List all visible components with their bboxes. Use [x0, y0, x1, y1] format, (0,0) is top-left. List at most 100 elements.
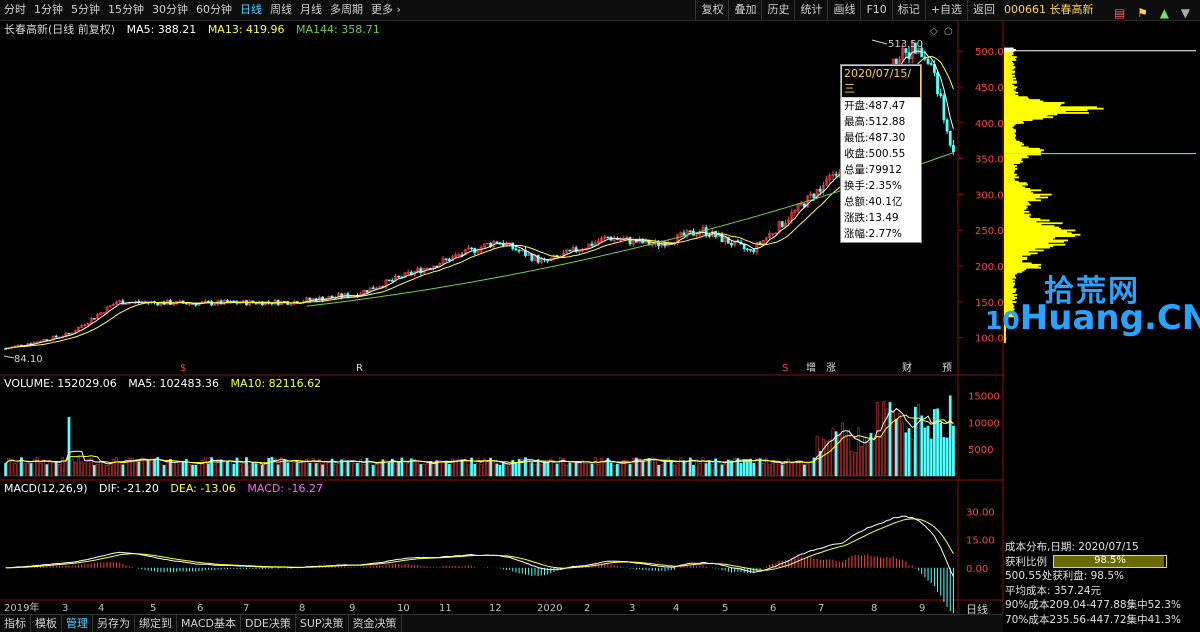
volume-bar	[425, 463, 429, 477]
tool-button-6[interactable]: 标记	[891, 0, 925, 20]
indicator-tab-2[interactable]: 管理	[62, 615, 93, 632]
volume-bar	[188, 464, 191, 477]
indicator-tab-3[interactable]: 另存为	[93, 615, 135, 632]
indicator-tab-0[interactable]: 指标	[0, 615, 31, 632]
period-tab-3[interactable]: 15分钟	[108, 3, 144, 16]
candle-body	[942, 95, 946, 121]
volume-bar	[682, 460, 686, 477]
period-tab-5[interactable]: 60分钟	[196, 3, 232, 16]
period-label[interactable]: 日线	[966, 603, 988, 616]
volume-bar	[378, 461, 382, 477]
volume-bar	[650, 457, 654, 477]
indicator-toolbar: 指标 模板 管理 另存为 绑定到 MACD基本 DDE决策 SUP决策 资金决策	[0, 614, 1003, 632]
volume-bar	[42, 459, 45, 477]
chip-bar	[1004, 262, 1032, 265]
chip-bar	[1004, 239, 1068, 242]
volume-bar	[587, 463, 591, 477]
indicator-tab-4[interactable]: 绑定到	[135, 615, 177, 632]
candle-body	[777, 221, 781, 234]
candle-body	[590, 243, 594, 246]
volume-bar	[860, 445, 863, 477]
chip-bar	[1004, 187, 1031, 190]
volume-bar	[717, 461, 721, 477]
chip-bar	[1004, 182, 1027, 185]
indicator-tab-5[interactable]: MACD基本	[177, 615, 241, 632]
chip-bar	[1004, 74, 1016, 77]
chip-bar	[1004, 248, 1036, 250]
period-tab-6[interactable]: 日线	[240, 3, 262, 16]
chip-bar	[1004, 117, 1043, 120]
volume-bar	[260, 465, 264, 477]
chip-bar	[1004, 136, 1015, 139]
period-tab-1[interactable]: 1分钟	[34, 3, 63, 16]
chip-bar	[1004, 140, 1020, 143]
report-icon[interactable]: ▤	[1113, 6, 1126, 20]
volume-bar	[175, 461, 179, 477]
volume-bar	[818, 450, 822, 477]
chip-bar	[1004, 89, 1015, 91]
indicator-tab-6[interactable]: DDE决策	[241, 615, 296, 632]
chip-bar	[1004, 302, 1013, 305]
volume-bar	[812, 457, 816, 477]
volume-bar	[235, 457, 239, 477]
chip-bar	[1004, 80, 1017, 83]
volume-bar	[765, 458, 768, 477]
flag-icon[interactable]: ⚑	[1137, 6, 1148, 20]
volume-bar	[758, 458, 762, 477]
volume-bar	[901, 422, 905, 477]
volume-bar	[787, 458, 790, 477]
chip-bar	[1004, 312, 1015, 315]
time-axis-label-15: 5	[722, 603, 728, 614]
volume-bar	[96, 463, 99, 477]
time-axis-label-3: 5	[150, 603, 156, 614]
chip-bar	[1004, 242, 1049, 245]
chip-bar	[1004, 119, 1033, 122]
tool-button-0[interactable]: 复权	[695, 0, 728, 20]
tool-button-7[interactable]: +自选	[924, 0, 967, 20]
chip-bar	[1004, 109, 1088, 111]
period-tab-4[interactable]: 30分钟	[152, 3, 188, 16]
period-tab-2[interactable]: 5分钟	[71, 3, 100, 16]
volume-bar	[520, 459, 524, 477]
volume-bar	[796, 460, 800, 477]
volume-bar	[482, 458, 486, 477]
tool-button-2[interactable]: 历史	[761, 0, 794, 20]
period-tab-9[interactable]: 多周期	[330, 3, 363, 16]
chip-bar	[1004, 192, 1034, 195]
arrow-up-icon[interactable]: ▲	[1159, 6, 1169, 20]
tool-button-5[interactable]: F10	[860, 0, 891, 20]
indicator-tab-8[interactable]: 资金决策	[349, 615, 402, 632]
chip-bar	[1004, 156, 1029, 159]
volume-bar	[920, 415, 924, 477]
period-tab-7[interactable]: 周线	[270, 3, 292, 16]
volume-bar	[333, 464, 337, 477]
volume-bar	[7, 457, 11, 477]
period-tab-8[interactable]: 月线	[300, 3, 322, 16]
tool-button-4[interactable]: 画线	[827, 0, 860, 20]
candle-body	[926, 58, 930, 64]
volume-bar	[400, 457, 404, 477]
period-tab-10[interactable]: 更多 ›	[371, 3, 401, 16]
chip-bar	[1004, 122, 1024, 124]
volume-bar	[118, 462, 122, 477]
volume-bar	[264, 462, 267, 477]
candle-body	[600, 237, 603, 242]
triangle-down-icon[interactable]: ▼	[1180, 6, 1190, 20]
indicator-tab-1[interactable]: 模板	[31, 615, 62, 632]
tool-button-1[interactable]: 叠加	[728, 0, 761, 20]
volume-bar	[289, 460, 293, 477]
candle-body	[330, 296, 334, 298]
candle-body	[904, 48, 908, 53]
candle-body	[764, 237, 768, 241]
volume-bar	[777, 463, 781, 477]
period-tab-0[interactable]: 分时	[4, 3, 26, 16]
volume-bar	[451, 458, 454, 477]
chip-bar	[1004, 205, 1027, 207]
volume-bar	[387, 462, 391, 477]
candle-body	[565, 249, 569, 254]
tool-button-3[interactable]: 统计	[794, 0, 827, 20]
candle-body	[730, 243, 733, 246]
tool-button-8[interactable]: 返回	[967, 0, 1000, 20]
indicator-tab-7[interactable]: SUP决策	[296, 615, 349, 632]
